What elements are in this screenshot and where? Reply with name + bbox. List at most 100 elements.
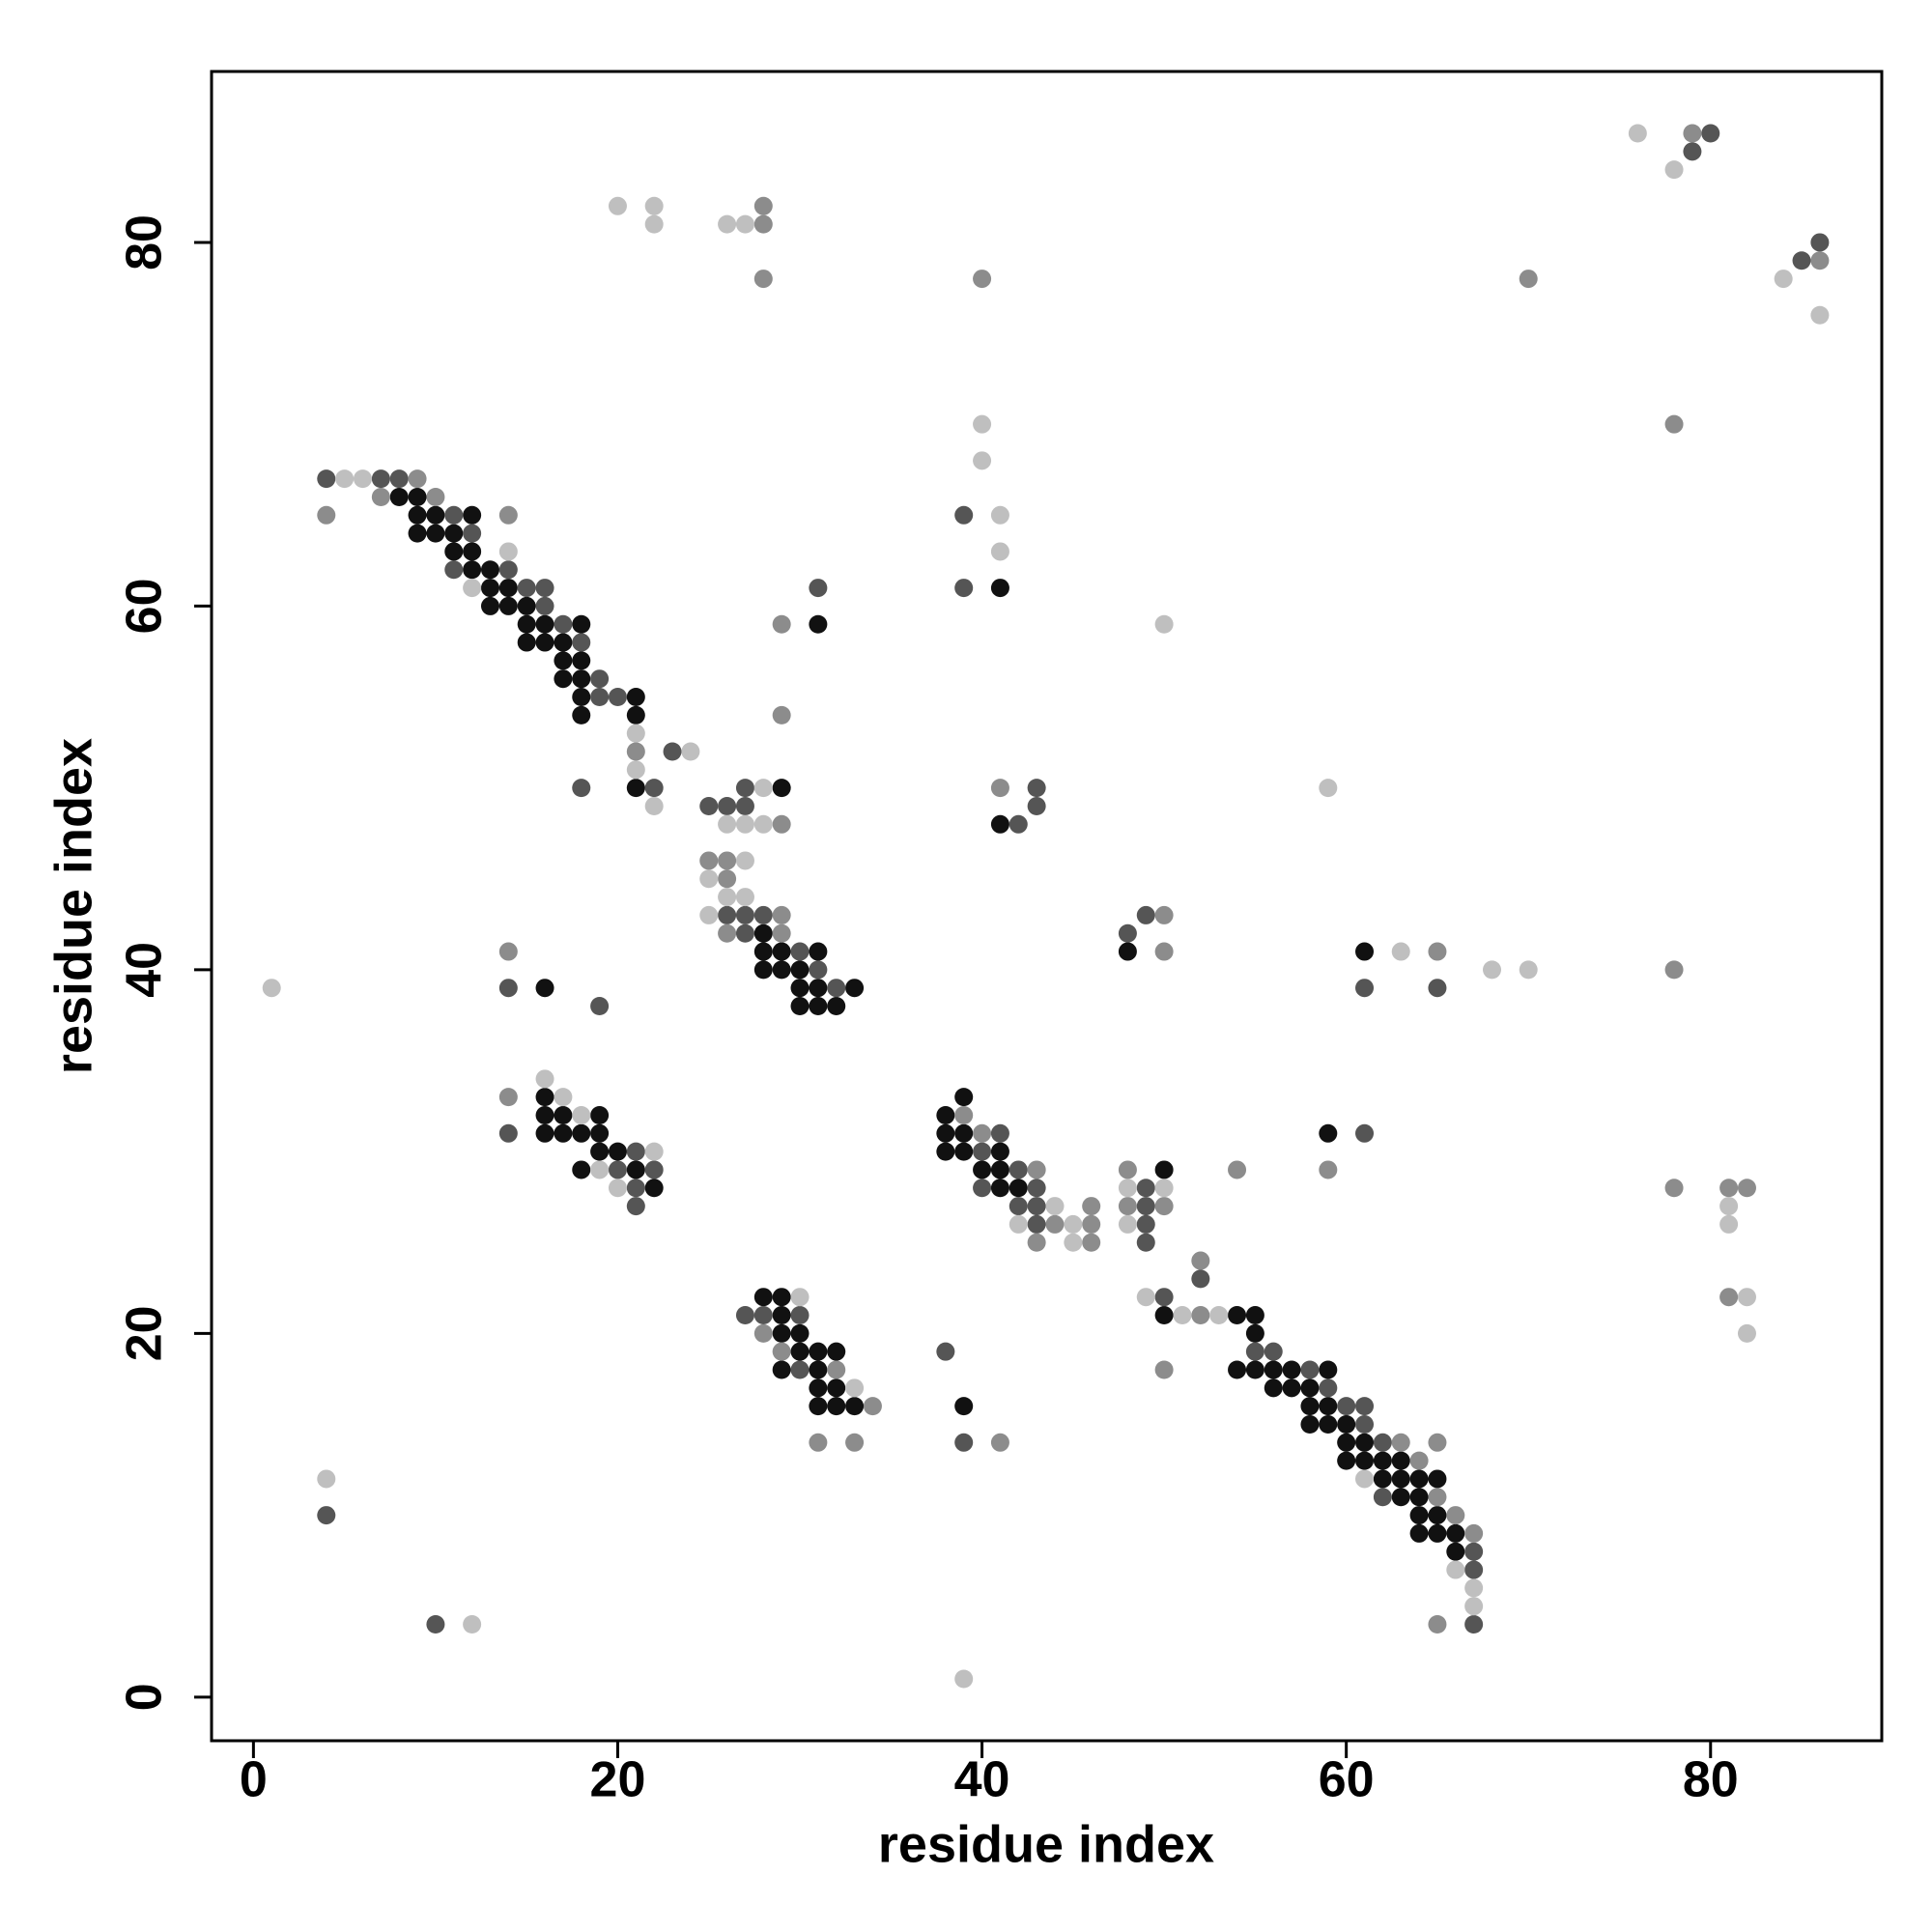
contact-point [973, 1142, 992, 1161]
contact-point [572, 633, 591, 652]
contact-point [426, 1615, 445, 1634]
contact-point [517, 633, 536, 652]
contact-point [990, 814, 1009, 834]
contact-point [772, 1288, 791, 1307]
contact-point [1191, 1306, 1210, 1325]
contact-point [644, 796, 664, 815]
contact-point [408, 469, 427, 489]
contact-point [973, 414, 992, 434]
contact-point [626, 705, 645, 724]
contact-point [463, 579, 482, 598]
contact-point [973, 1179, 992, 1198]
contact-point [1009, 1160, 1028, 1179]
contact-point [772, 705, 791, 724]
contact-point [554, 1123, 573, 1143]
contact-point [444, 505, 464, 525]
contact-point [1628, 124, 1647, 143]
contact-point [1009, 1179, 1028, 1198]
contact-point [753, 942, 773, 961]
contact-point [1264, 1342, 1283, 1361]
contact-point [644, 1142, 664, 1161]
contact-point [535, 979, 554, 998]
contact-point [699, 905, 719, 924]
contact-point [444, 524, 464, 543]
contact-point [990, 1123, 1009, 1143]
contact-point [1264, 1360, 1283, 1379]
contact-point [426, 524, 445, 543]
contact-point [718, 214, 737, 234]
contact-point [554, 614, 573, 634]
contact-point [1409, 1451, 1429, 1470]
contact-point [1355, 1451, 1375, 1470]
contact-point [809, 614, 828, 634]
contact-point [699, 796, 719, 815]
contact-point [1154, 1288, 1174, 1307]
contact-point [572, 688, 591, 707]
contact-point [498, 505, 518, 525]
contact-point [1027, 1160, 1046, 1179]
contact-point [1245, 1306, 1264, 1325]
contact-point [735, 214, 754, 234]
contact-point [718, 905, 737, 924]
contact-point [644, 1179, 664, 1198]
contact-point [753, 905, 773, 924]
contact-point [1701, 124, 1720, 143]
contact-point [954, 1123, 974, 1143]
contact-point [681, 742, 700, 761]
contact-point [790, 997, 810, 1016]
contact-point [845, 1433, 865, 1452]
contact-point [1428, 1506, 1447, 1525]
contact-point [554, 633, 573, 652]
contact-point [1300, 1378, 1320, 1398]
contact-point [1154, 1197, 1174, 1216]
contact-point [1446, 1523, 1465, 1543]
contact-point [1737, 1323, 1756, 1343]
contact-point [1355, 979, 1375, 998]
contact-point [444, 542, 464, 561]
contact-point [1228, 1160, 1247, 1179]
contact-point [554, 651, 573, 670]
contact-point [1154, 942, 1174, 961]
contact-point [1355, 1397, 1375, 1416]
contact-point [1683, 142, 1702, 161]
contact-point [498, 942, 518, 961]
contact-point [772, 1306, 791, 1325]
contact-point [498, 1088, 518, 1107]
contact-point [845, 1378, 865, 1398]
contact-point [1391, 1451, 1410, 1470]
y-tick-label: 0 [117, 1683, 173, 1711]
contact-point [572, 705, 591, 724]
contact-point [1483, 960, 1502, 980]
contact-point [753, 196, 773, 215]
contact-point [1464, 1523, 1484, 1543]
contact-point [954, 1669, 974, 1689]
contact-point [1446, 1506, 1465, 1525]
contact-point [809, 1378, 828, 1398]
contact-point [626, 760, 645, 780]
contact-point [554, 1105, 573, 1124]
contact-point [1428, 1488, 1447, 1507]
contact-point [498, 560, 518, 580]
y-tick-label: 40 [117, 942, 173, 998]
contact-point [772, 942, 791, 961]
contact-point [1409, 1488, 1429, 1507]
contact-point [626, 1160, 645, 1179]
contact-point [1136, 905, 1155, 924]
contact-point [718, 851, 737, 870]
contact-point [863, 1397, 882, 1416]
contact-point [463, 542, 482, 561]
contact-point [535, 1069, 554, 1089]
contact-point [790, 1288, 810, 1307]
contact-point [1355, 1433, 1375, 1452]
contact-point [1191, 1269, 1210, 1289]
contact-point [1737, 1179, 1756, 1198]
contact-point [699, 851, 719, 870]
contact-point [1373, 1469, 1392, 1489]
contact-point [317, 1506, 336, 1525]
contact-point [1391, 1433, 1410, 1452]
contact-point [1045, 1197, 1065, 1216]
y-tick-label: 20 [117, 1305, 173, 1361]
x-tick-label: 60 [1319, 1752, 1375, 1808]
contact-point [1118, 942, 1137, 961]
contact-point [353, 469, 372, 489]
